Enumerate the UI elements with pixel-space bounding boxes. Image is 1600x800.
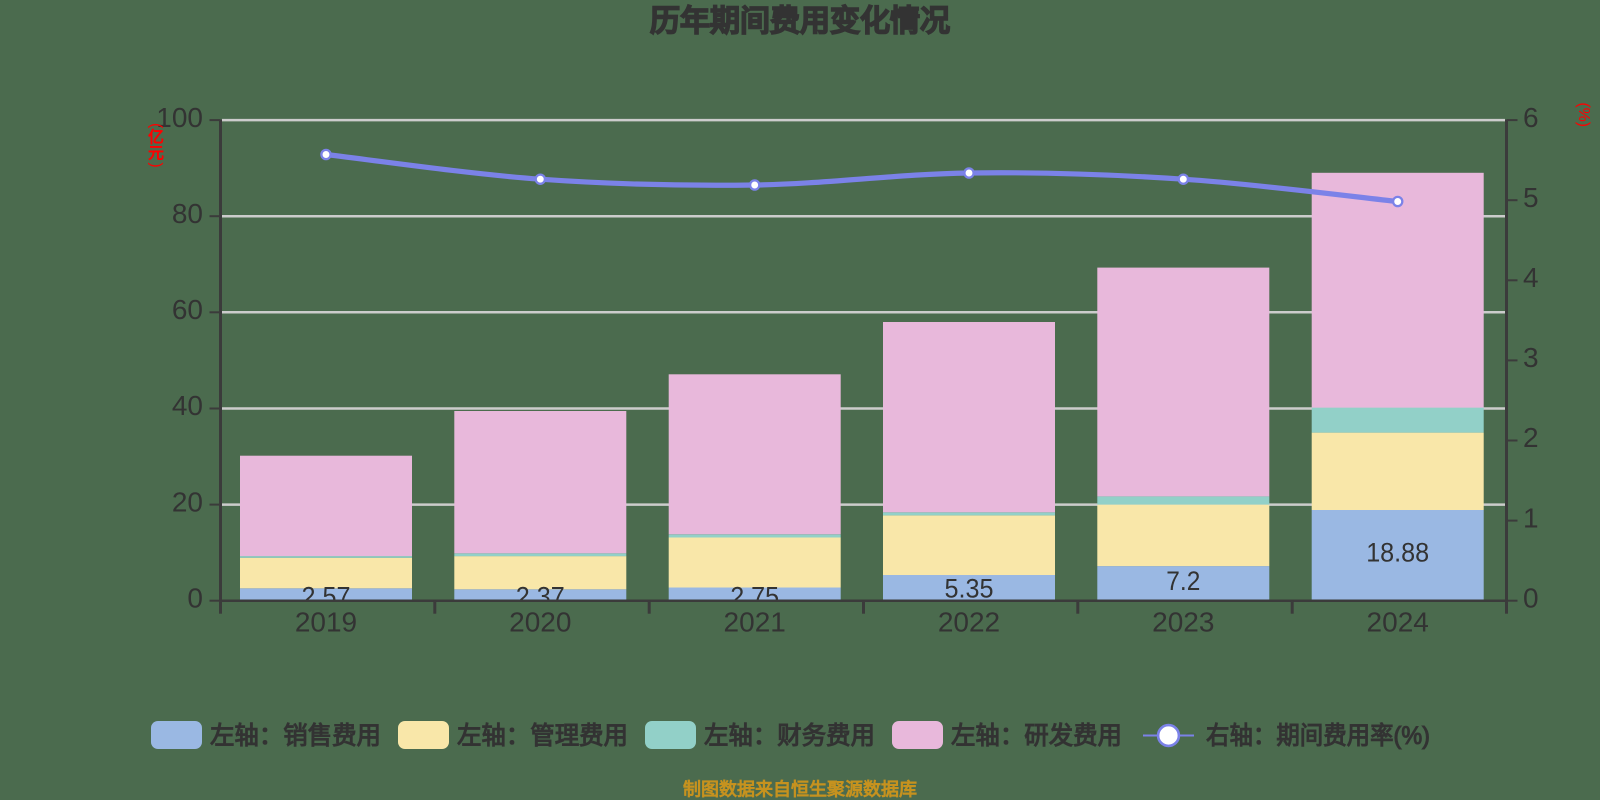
svg-text:亿: 亿: [148, 129, 164, 147]
svg-text:0: 0: [187, 582, 203, 613]
svg-text:3: 3: [1523, 342, 1539, 373]
svg-text:历年期间费用变化情况: 历年期间费用变化情况: [650, 4, 950, 38]
svg-text:2020: 2020: [509, 607, 571, 638]
svg-text:80: 80: [172, 198, 203, 229]
svg-text:2.37: 2.37: [516, 581, 565, 611]
svg-text:0: 0: [1523, 582, 1539, 613]
svg-text:4: 4: [1523, 262, 1539, 293]
svg-text:): ): [1575, 122, 1592, 127]
svg-text:(: (: [148, 123, 165, 129]
svg-text:制图数据来自恒生聚源数据库: 制图数据来自恒生聚源数据库: [683, 780, 917, 800]
svg-text:2022: 2022: [938, 607, 1000, 638]
svg-text:左轴：财务费用: 左轴：财务费用: [704, 722, 875, 750]
svg-text:2024: 2024: [1367, 607, 1429, 638]
svg-text:60: 60: [172, 294, 203, 325]
svg-text:100: 100: [156, 102, 203, 133]
svg-text:2021: 2021: [724, 607, 786, 638]
svg-text:40: 40: [172, 390, 203, 421]
svg-text:2: 2: [1523, 422, 1539, 453]
svg-text:2023: 2023: [1152, 607, 1214, 638]
svg-text:5.35: 5.35: [945, 574, 994, 604]
svg-text:2.75: 2.75: [730, 581, 779, 611]
svg-text:5: 5: [1523, 182, 1539, 213]
svg-text:2.57: 2.57: [302, 581, 351, 611]
svg-text:%: %: [1575, 108, 1592, 122]
svg-text:18.88: 18.88: [1366, 538, 1429, 568]
svg-text:左轴：研发费用: 左轴：研发费用: [951, 722, 1122, 750]
svg-text:左轴：销售费用: 左轴：销售费用: [210, 722, 381, 750]
svg-text:20: 20: [172, 486, 203, 517]
svg-text:右轴：期间费用率(%): 右轴：期间费用率(%): [1206, 722, 1430, 750]
svg-text:左轴：管理费用: 左轴：管理费用: [457, 722, 628, 750]
svg-text:元: 元: [148, 146, 164, 163]
svg-text:7.2: 7.2: [1166, 566, 1200, 596]
svg-text:2019: 2019: [295, 607, 357, 638]
svg-text:): ): [148, 162, 165, 167]
svg-text:1: 1: [1523, 502, 1539, 533]
svg-text:6: 6: [1523, 102, 1539, 133]
svg-text:(: (: [1575, 102, 1592, 108]
